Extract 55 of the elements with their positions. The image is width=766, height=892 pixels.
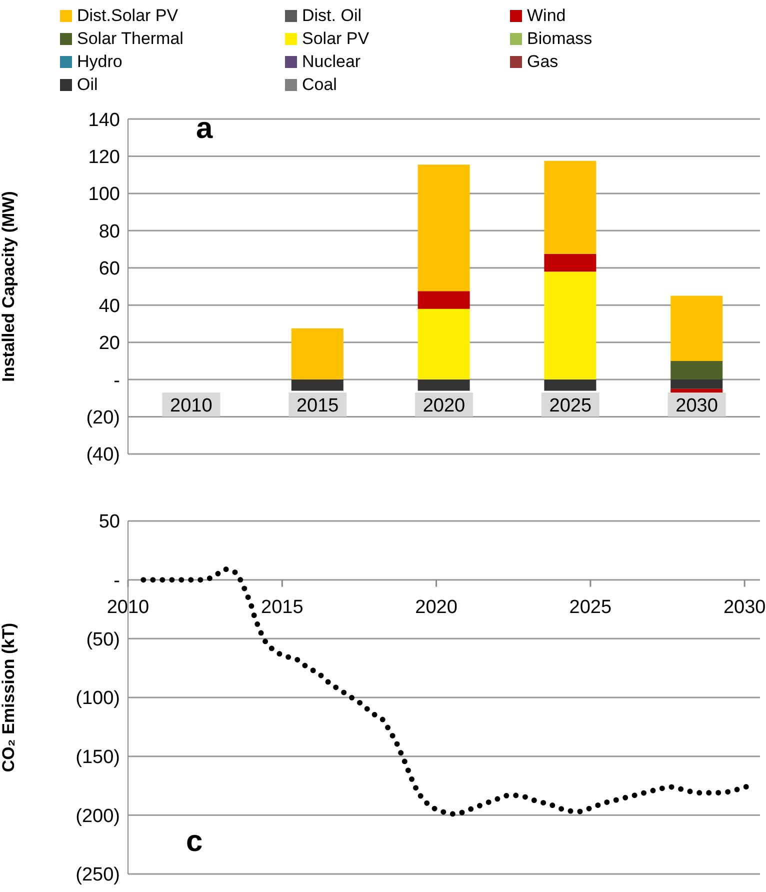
bar xyxy=(291,380,344,391)
y-tick-label: (100) xyxy=(76,688,120,710)
bar xyxy=(544,380,596,391)
legend-label: Gas xyxy=(527,52,558,72)
x-tick-label: 2015 xyxy=(296,396,339,417)
y-tick-label: 100 xyxy=(88,184,120,206)
legend-label: Nuclear xyxy=(302,52,361,72)
bar xyxy=(670,380,723,389)
y-tick-label: (40) xyxy=(86,444,120,466)
y-tick-label: 120 xyxy=(88,146,120,168)
x-tick-label: 2030 xyxy=(676,396,718,417)
y-axis-title: CO₂ Emission (kT) xyxy=(0,622,18,772)
legend-label: Coal xyxy=(302,74,337,94)
bar xyxy=(544,272,596,380)
bar xyxy=(670,360,723,380)
y-tick-label: 80 xyxy=(98,221,120,242)
y-axis-title: Installed Capacity (MW) xyxy=(0,191,18,382)
bar xyxy=(670,296,723,361)
legend-label: Solar PV xyxy=(302,28,370,48)
legend-label: Solar Thermal xyxy=(77,28,184,48)
bar xyxy=(418,380,470,391)
legend-label: Biomass xyxy=(527,28,592,48)
y-tick-label: 140 xyxy=(88,110,120,131)
y-tick-label: - xyxy=(114,570,120,592)
legend-label: Wind xyxy=(527,6,566,26)
annotation: c xyxy=(186,825,203,859)
legend-label: Dist. Oil xyxy=(302,6,362,26)
y-tick-label: (50) xyxy=(86,629,120,650)
x-tick-label: 2010 xyxy=(170,396,212,417)
x-tick-label: 2010 xyxy=(106,596,150,618)
legend-label: Oil xyxy=(77,74,98,94)
y-tick-label: 20 xyxy=(98,333,120,354)
x-tick-label: 2025 xyxy=(549,396,592,417)
bar xyxy=(291,328,344,380)
y-tick-label: 60 xyxy=(98,258,120,280)
y-tick-label: 50 xyxy=(98,512,120,533)
y-tick-label: (250) xyxy=(76,864,120,886)
x-tick-label: 2020 xyxy=(422,396,466,417)
y-tick-label: 40 xyxy=(98,296,120,317)
bar xyxy=(544,254,596,272)
x-tick-label: 2015 xyxy=(261,596,304,618)
y-tick-label: - xyxy=(114,370,120,392)
bar xyxy=(418,164,470,292)
bar xyxy=(418,291,470,309)
y-tick-label: (20) xyxy=(86,408,120,429)
x-tick-label: 2025 xyxy=(569,596,612,618)
bar xyxy=(418,308,470,380)
bar xyxy=(544,160,596,254)
legend-label: Hydro xyxy=(77,52,122,72)
y-tick-label: (200) xyxy=(76,806,120,827)
legend-label: Dist.Solar PV xyxy=(77,6,178,26)
x-tick-label: 2020 xyxy=(415,596,458,618)
annotation: a xyxy=(196,112,213,146)
x-tick-label: 2030 xyxy=(723,596,766,618)
y-tick-label: (150) xyxy=(76,747,120,768)
